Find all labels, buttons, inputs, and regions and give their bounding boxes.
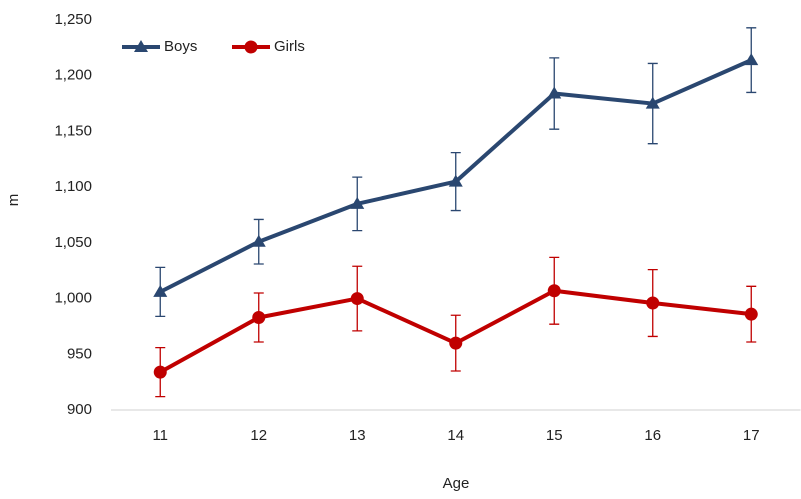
data-point: [252, 311, 266, 325]
legend-marker: [244, 40, 258, 54]
legend-label: Boys: [164, 38, 197, 55]
x-axis-label: Age: [443, 475, 470, 492]
y-tick-label: 1,150: [54, 122, 92, 139]
data-point: [744, 307, 758, 321]
x-tick-label: 13: [349, 427, 366, 444]
y-tick-label: 1,250: [54, 11, 92, 28]
data-point: [153, 365, 167, 379]
y-tick-label: 1,000: [54, 290, 92, 307]
data-point: [153, 284, 168, 297]
y-tick-label: 900: [67, 401, 92, 418]
x-tick-label: 14: [447, 427, 464, 444]
legend-marker: [134, 40, 148, 52]
x-tick-label: 15: [546, 427, 563, 444]
x-tick-label: 12: [250, 427, 267, 444]
data-point: [350, 196, 365, 209]
y-tick-label: 1,050: [54, 234, 92, 251]
data-point: [251, 234, 266, 247]
data-point: [449, 336, 463, 350]
data-point: [547, 86, 562, 99]
y-tick-label: 1,200: [54, 67, 92, 84]
y-tick-label: 950: [67, 345, 92, 362]
y-axis-label: m: [5, 194, 22, 207]
data-point: [645, 96, 660, 109]
data-point: [547, 284, 561, 298]
data-point: [448, 174, 463, 187]
data-point: [350, 292, 364, 306]
x-tick-label: 16: [644, 427, 661, 444]
legend-label: Girls: [274, 38, 305, 55]
data-point: [744, 53, 759, 66]
y-tick-label: 1,100: [54, 178, 92, 195]
data-point: [646, 296, 660, 310]
x-tick-label: 11: [152, 427, 168, 444]
x-tick-label: 17: [743, 427, 760, 444]
